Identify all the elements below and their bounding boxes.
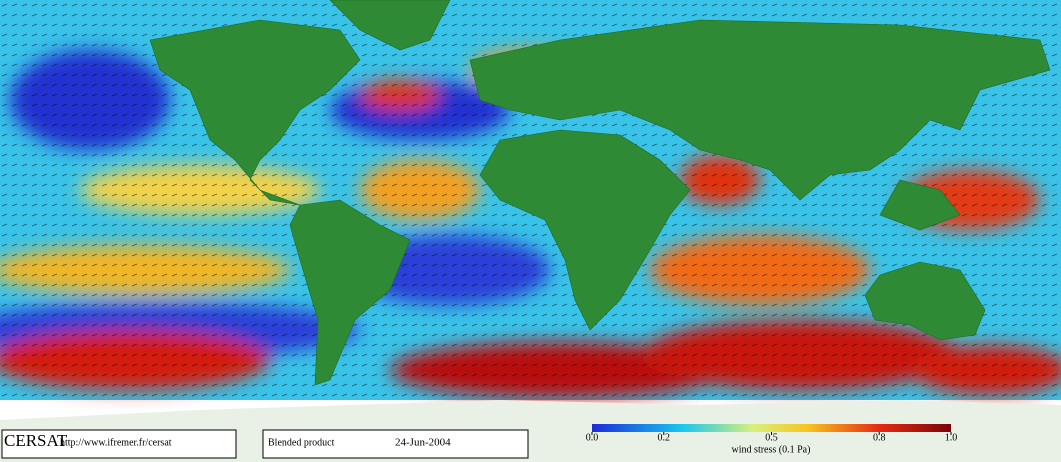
date: 24-Jun-2004 <box>395 437 451 449</box>
colorbar-tick-label: 0.8 <box>873 432 886 443</box>
colorbar-label: wind stress (0.1 Pa) <box>732 444 811 455</box>
colorbar <box>592 424 951 432</box>
colorbar-tick-label: 0.0 <box>586 432 599 443</box>
logo: CERSAT <box>4 431 68 450</box>
colorbar-tick-label: 0.2 <box>658 432 671 443</box>
product-box <box>262 429 529 459</box>
colorbar-tick-label: 0.5 <box>765 432 778 443</box>
colorbar-tick-label: 1.0 <box>945 432 958 443</box>
product: Blended product <box>268 437 335 448</box>
credit-box <box>1 429 237 459</box>
url: http://www.ifremer.fr/cersat <box>60 437 172 448</box>
